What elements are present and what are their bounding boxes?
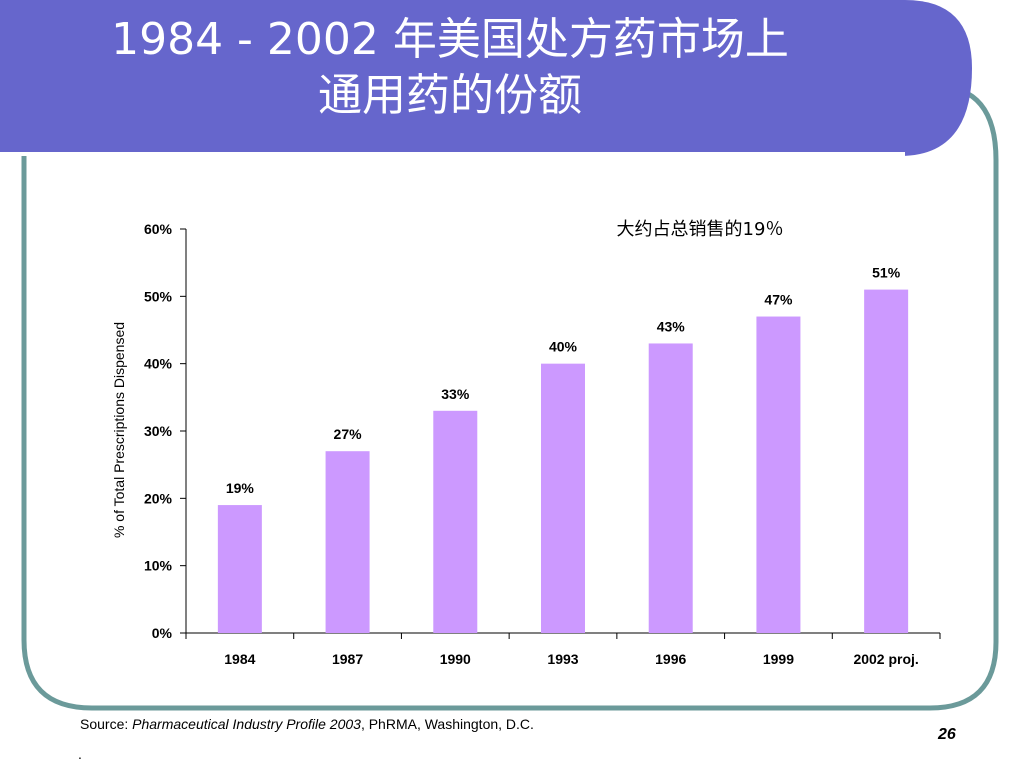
- y-axis-label: % of Total Prescriptions Dispensed: [111, 322, 127, 538]
- page-number: 26: [938, 726, 956, 743]
- chart-annotation: 大约占总销售的19％: [617, 219, 784, 240]
- bar-value-label: 51%: [872, 265, 901, 281]
- header-banner: [0, 0, 972, 156]
- y-tick-label: 60%: [144, 221, 173, 237]
- y-tick-label: 30%: [144, 423, 173, 439]
- x-axis: 1984 1987 1990 1993 1996 1999 2002 proj.: [185, 632, 941, 667]
- source-dot: .: [78, 746, 82, 762]
- source-suffix: , PhRMA, Washington, D.C.: [360, 716, 534, 732]
- x-tick-label: 1996: [655, 651, 686, 667]
- bar: [433, 410, 478, 633]
- y-tick-label: 50%: [144, 288, 173, 304]
- y-axis: 0% 10% 20% 30% 40% 50% 60%: [144, 221, 187, 641]
- bars: 19% 27% 33% 40% 43% 47% 51%: [217, 265, 909, 633]
- slide-title: 1984 - 2002 年美国处方药市场上 通用药的份额: [30, 12, 870, 124]
- bar-value-label: 27%: [334, 426, 363, 442]
- y-tick-label: 0%: [152, 625, 173, 641]
- bar: [541, 363, 585, 633]
- bar: [756, 316, 801, 633]
- bar-value-label: 40%: [549, 339, 578, 355]
- x-tick-label: 1993: [547, 651, 578, 667]
- y-tick-label: 20%: [144, 490, 173, 506]
- bar-value-label: 33%: [441, 386, 470, 402]
- x-tick-label: 1990: [440, 651, 471, 667]
- source-note: Source: Pharmaceutical Industry Profile …: [80, 716, 534, 732]
- x-tick-label: 2002 proj.: [853, 651, 918, 667]
- x-tick-label: 1987: [332, 651, 363, 667]
- y-tick-label: 40%: [144, 356, 173, 372]
- bar: [648, 343, 693, 633]
- bar: [325, 451, 370, 633]
- source-title: Pharmaceutical Industry Profile 2003: [132, 716, 361, 732]
- bar-value-label: 43%: [657, 318, 686, 334]
- content-border: [21, 83, 999, 711]
- title-line-2: 通用药的份额: [318, 70, 582, 121]
- x-tick-label: 1984: [224, 651, 255, 667]
- bar: [864, 289, 909, 633]
- bar: [217, 505, 262, 633]
- bar-value-label: 19%: [226, 480, 255, 496]
- bar-value-label: 47%: [764, 292, 793, 308]
- title-line-1: 1984 - 2002 年美国处方药市场上: [111, 14, 789, 65]
- source-prefix: Source:: [80, 716, 133, 732]
- x-tick-label: 1999: [763, 651, 794, 667]
- y-tick-label: 10%: [144, 558, 173, 574]
